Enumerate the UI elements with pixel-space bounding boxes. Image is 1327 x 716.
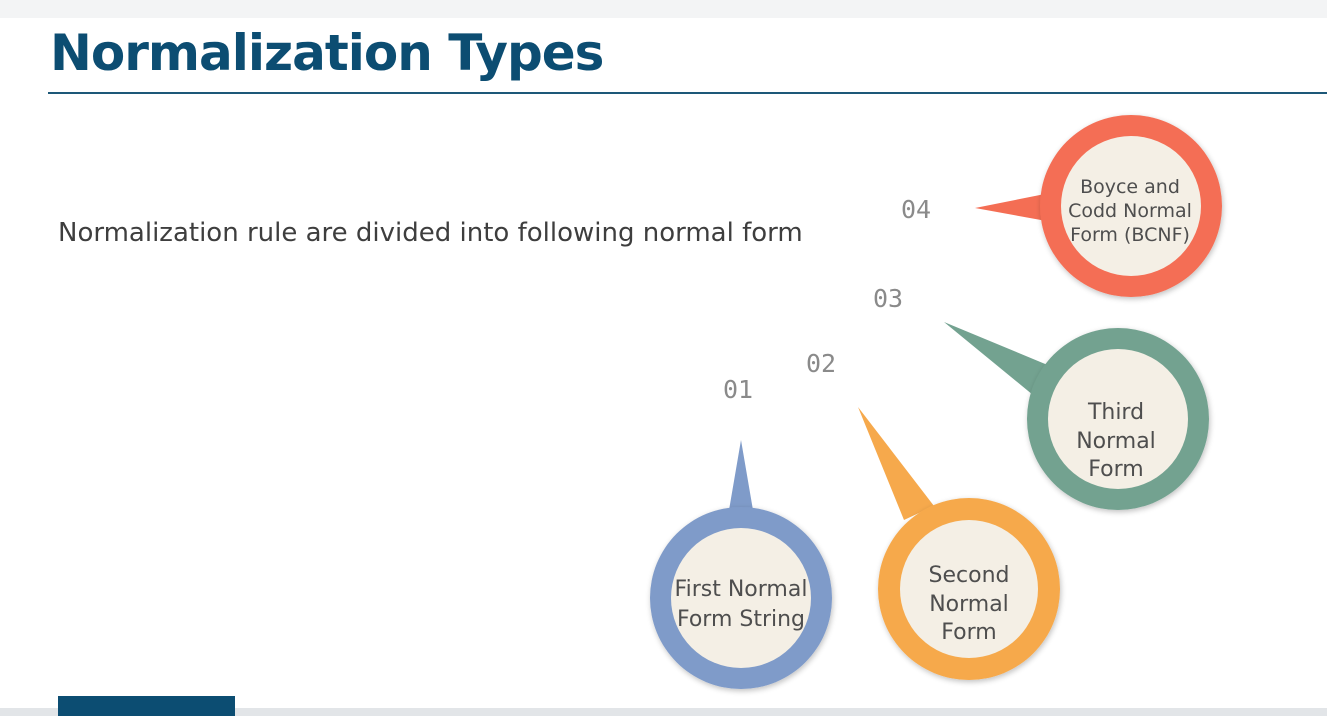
form-2-label-line-2: Normal bbox=[929, 592, 1009, 617]
slide-title: Normalization Types bbox=[50, 24, 604, 82]
form-4-label-line-2: Codd Normal bbox=[1068, 200, 1192, 222]
slide-subtitle: Normalization rule are divided into foll… bbox=[58, 218, 803, 248]
form-node-4: 04 Boyce and Codd Normal Form (BCNF) bbox=[901, 115, 1222, 297]
footer-band bbox=[0, 708, 1327, 716]
form-1-number: 01 bbox=[723, 375, 753, 404]
form-4-inner bbox=[1061, 136, 1201, 276]
title-divider bbox=[48, 92, 1327, 94]
form-1-pointer bbox=[728, 440, 754, 516]
form-3-inner bbox=[1048, 349, 1188, 489]
form-2-label-line-1: Second bbox=[929, 563, 1010, 588]
form-1-label-line-1: First Normal bbox=[675, 577, 808, 602]
form-4-label-line-1: Boyce and bbox=[1080, 176, 1180, 198]
form-1-inner bbox=[671, 528, 811, 668]
form-3-pointer bbox=[944, 322, 1050, 395]
form-2-pointer bbox=[858, 407, 934, 520]
form-4-number: 04 bbox=[901, 195, 931, 224]
form-2-inner bbox=[900, 520, 1038, 658]
form-2-number: 02 bbox=[806, 349, 836, 378]
form-3-label-line-2: Normal bbox=[1076, 429, 1156, 454]
form-node-2: 02 Second Normal Form bbox=[806, 349, 1060, 680]
form-3-label-line-1: Third bbox=[1087, 400, 1144, 425]
form-3-number: 03 bbox=[873, 284, 903, 313]
form-node-1: 01 First Normal Form String bbox=[650, 375, 832, 689]
footer-accent-bar bbox=[58, 696, 235, 716]
form-1-label-line-2: Form String bbox=[677, 607, 805, 632]
form-3-label-line-3: Form bbox=[1088, 457, 1143, 482]
form-node-3: 03 Third Normal Form bbox=[873, 284, 1209, 510]
form-2-label-line-3: Form bbox=[941, 620, 996, 645]
form-4-label-line-3: Form (BCNF) bbox=[1070, 224, 1190, 246]
form-4-pointer bbox=[975, 193, 1052, 222]
